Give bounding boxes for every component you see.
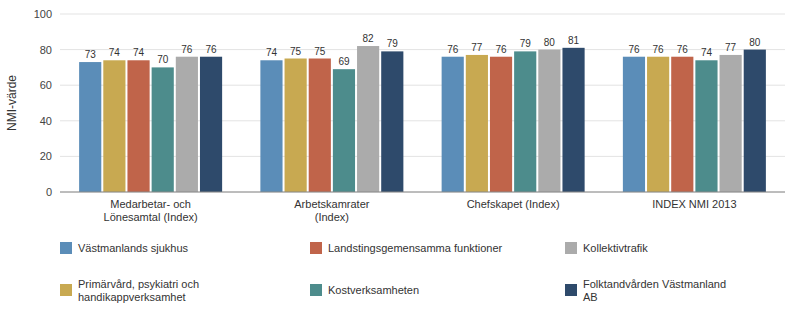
- y-tick-label: 60: [40, 79, 52, 91]
- y-tick-label: 0: [46, 186, 52, 198]
- bar: [152, 67, 174, 192]
- legend-swatch: [565, 242, 577, 254]
- text-line: Landstingsgemensamma funktioner: [328, 242, 503, 254]
- legend-label: Kollektivtrafik: [583, 242, 648, 254]
- text-line: Kollektivtrafik: [583, 242, 648, 254]
- legend-swatch: [60, 284, 72, 296]
- bar: [260, 60, 282, 192]
- bar: [647, 57, 669, 192]
- bar: [466, 55, 488, 192]
- data-label: 76: [677, 44, 689, 55]
- data-labels: 73 74 76 76 74 75 77 76 74 75 76 76 70 69 79 74 76 82 80 77…: [85, 33, 761, 67]
- data-label: 75: [290, 46, 302, 57]
- bar: [442, 57, 464, 192]
- bar: [514, 51, 536, 192]
- data-label: 73: [85, 49, 97, 60]
- bar: [562, 48, 584, 192]
- bar: [357, 46, 379, 192]
- text-line: Medarbetar- och: [110, 198, 191, 210]
- text-line: Folktandvården Västmanland: [583, 278, 726, 290]
- legend-swatch: [60, 242, 72, 254]
- data-label: 75: [314, 46, 326, 57]
- bar: [381, 51, 403, 192]
- bar: [285, 59, 307, 193]
- legend-swatch: [565, 284, 577, 296]
- bar: [176, 57, 198, 192]
- bar: [695, 60, 717, 192]
- bar: [127, 60, 149, 192]
- legend-swatch: [310, 242, 322, 254]
- text-line: (Index): [315, 211, 349, 223]
- data-label: 79: [387, 38, 399, 49]
- grid-line: [60, 192, 785, 193]
- bar: [538, 50, 560, 192]
- y-tick-label: 80: [40, 44, 52, 56]
- text-line: Primärvård, psykiatri och: [78, 278, 199, 290]
- data-label: 76: [447, 44, 459, 55]
- x-tick-label: INDEX NMI 2013: [652, 198, 736, 210]
- text-line: Arbetskamrater: [294, 198, 370, 210]
- data-label: 74: [133, 47, 145, 58]
- bar: [309, 59, 331, 193]
- data-label: 70: [157, 54, 169, 65]
- data-label: 74: [701, 47, 713, 58]
- data-label: 80: [749, 37, 761, 48]
- y-tick-label: 100: [34, 8, 52, 20]
- legend-label: Kostverksamheten: [328, 284, 419, 296]
- text-line: INDEX NMI 2013: [652, 198, 736, 210]
- bar: [623, 57, 645, 192]
- data-label: 82: [363, 33, 375, 44]
- data-label: 76: [205, 44, 217, 55]
- data-label: 79: [520, 38, 532, 49]
- x-tick-label: Chefskapet (Index): [467, 198, 560, 210]
- bar: [200, 57, 222, 192]
- x-axis-line: [60, 192, 785, 193]
- bar: [333, 69, 355, 192]
- legend-label: Västmanlands sjukhus: [78, 242, 189, 254]
- data-label: 81: [568, 35, 580, 46]
- y-tick-label: 20: [40, 150, 52, 162]
- chart: 020406080100NMI-värde7374767674757776747…: [0, 0, 800, 320]
- text-line: Lönesamtal (Index): [104, 211, 198, 223]
- data-label: 74: [266, 47, 278, 58]
- y-axis-label: NMI-värde: [5, 75, 19, 131]
- legend-label: Primärvård, psykiatri ochhandikappverksa…: [78, 278, 199, 303]
- data-label: 69: [338, 56, 350, 67]
- bars: [79, 46, 766, 192]
- data-label: 76: [628, 44, 640, 55]
- bar: [744, 50, 766, 192]
- data-label: 77: [471, 42, 483, 53]
- data-label: 76: [495, 44, 507, 55]
- bar: [103, 60, 125, 192]
- x-tick-label: Arbetskamrater(Index): [294, 198, 370, 223]
- legend-label: Landstingsgemensamma funktioner: [328, 242, 503, 254]
- data-label: 76: [181, 44, 193, 55]
- bar: [671, 57, 693, 192]
- text-line: Kostverksamheten: [328, 284, 419, 296]
- legend-label: Folktandvården VästmanlandAB: [583, 278, 726, 303]
- bar: [490, 57, 512, 192]
- x-tick-label: Medarbetar- ochLönesamtal (Index): [104, 198, 198, 223]
- text-line: Västmanlands sjukhus: [78, 242, 189, 254]
- y-tick-label: 40: [40, 115, 52, 127]
- text-line: Chefskapet (Index): [467, 198, 560, 210]
- legend-swatch: [310, 284, 322, 296]
- data-label: 76: [653, 44, 665, 55]
- chart-container: 020406080100NMI-värde7374767674757776747…: [0, 0, 800, 320]
- data-label: 80: [544, 37, 556, 48]
- text-line: handikappverksamhet: [78, 291, 186, 303]
- data-label: 74: [109, 47, 121, 58]
- text-line: AB: [583, 291, 598, 303]
- data-label: 77: [725, 42, 737, 53]
- grid-line: [60, 14, 785, 15]
- bar: [720, 55, 742, 192]
- bar: [79, 62, 101, 192]
- legend: Västmanlands sjukhus Primärvård, psykiatr…: [60, 242, 726, 303]
